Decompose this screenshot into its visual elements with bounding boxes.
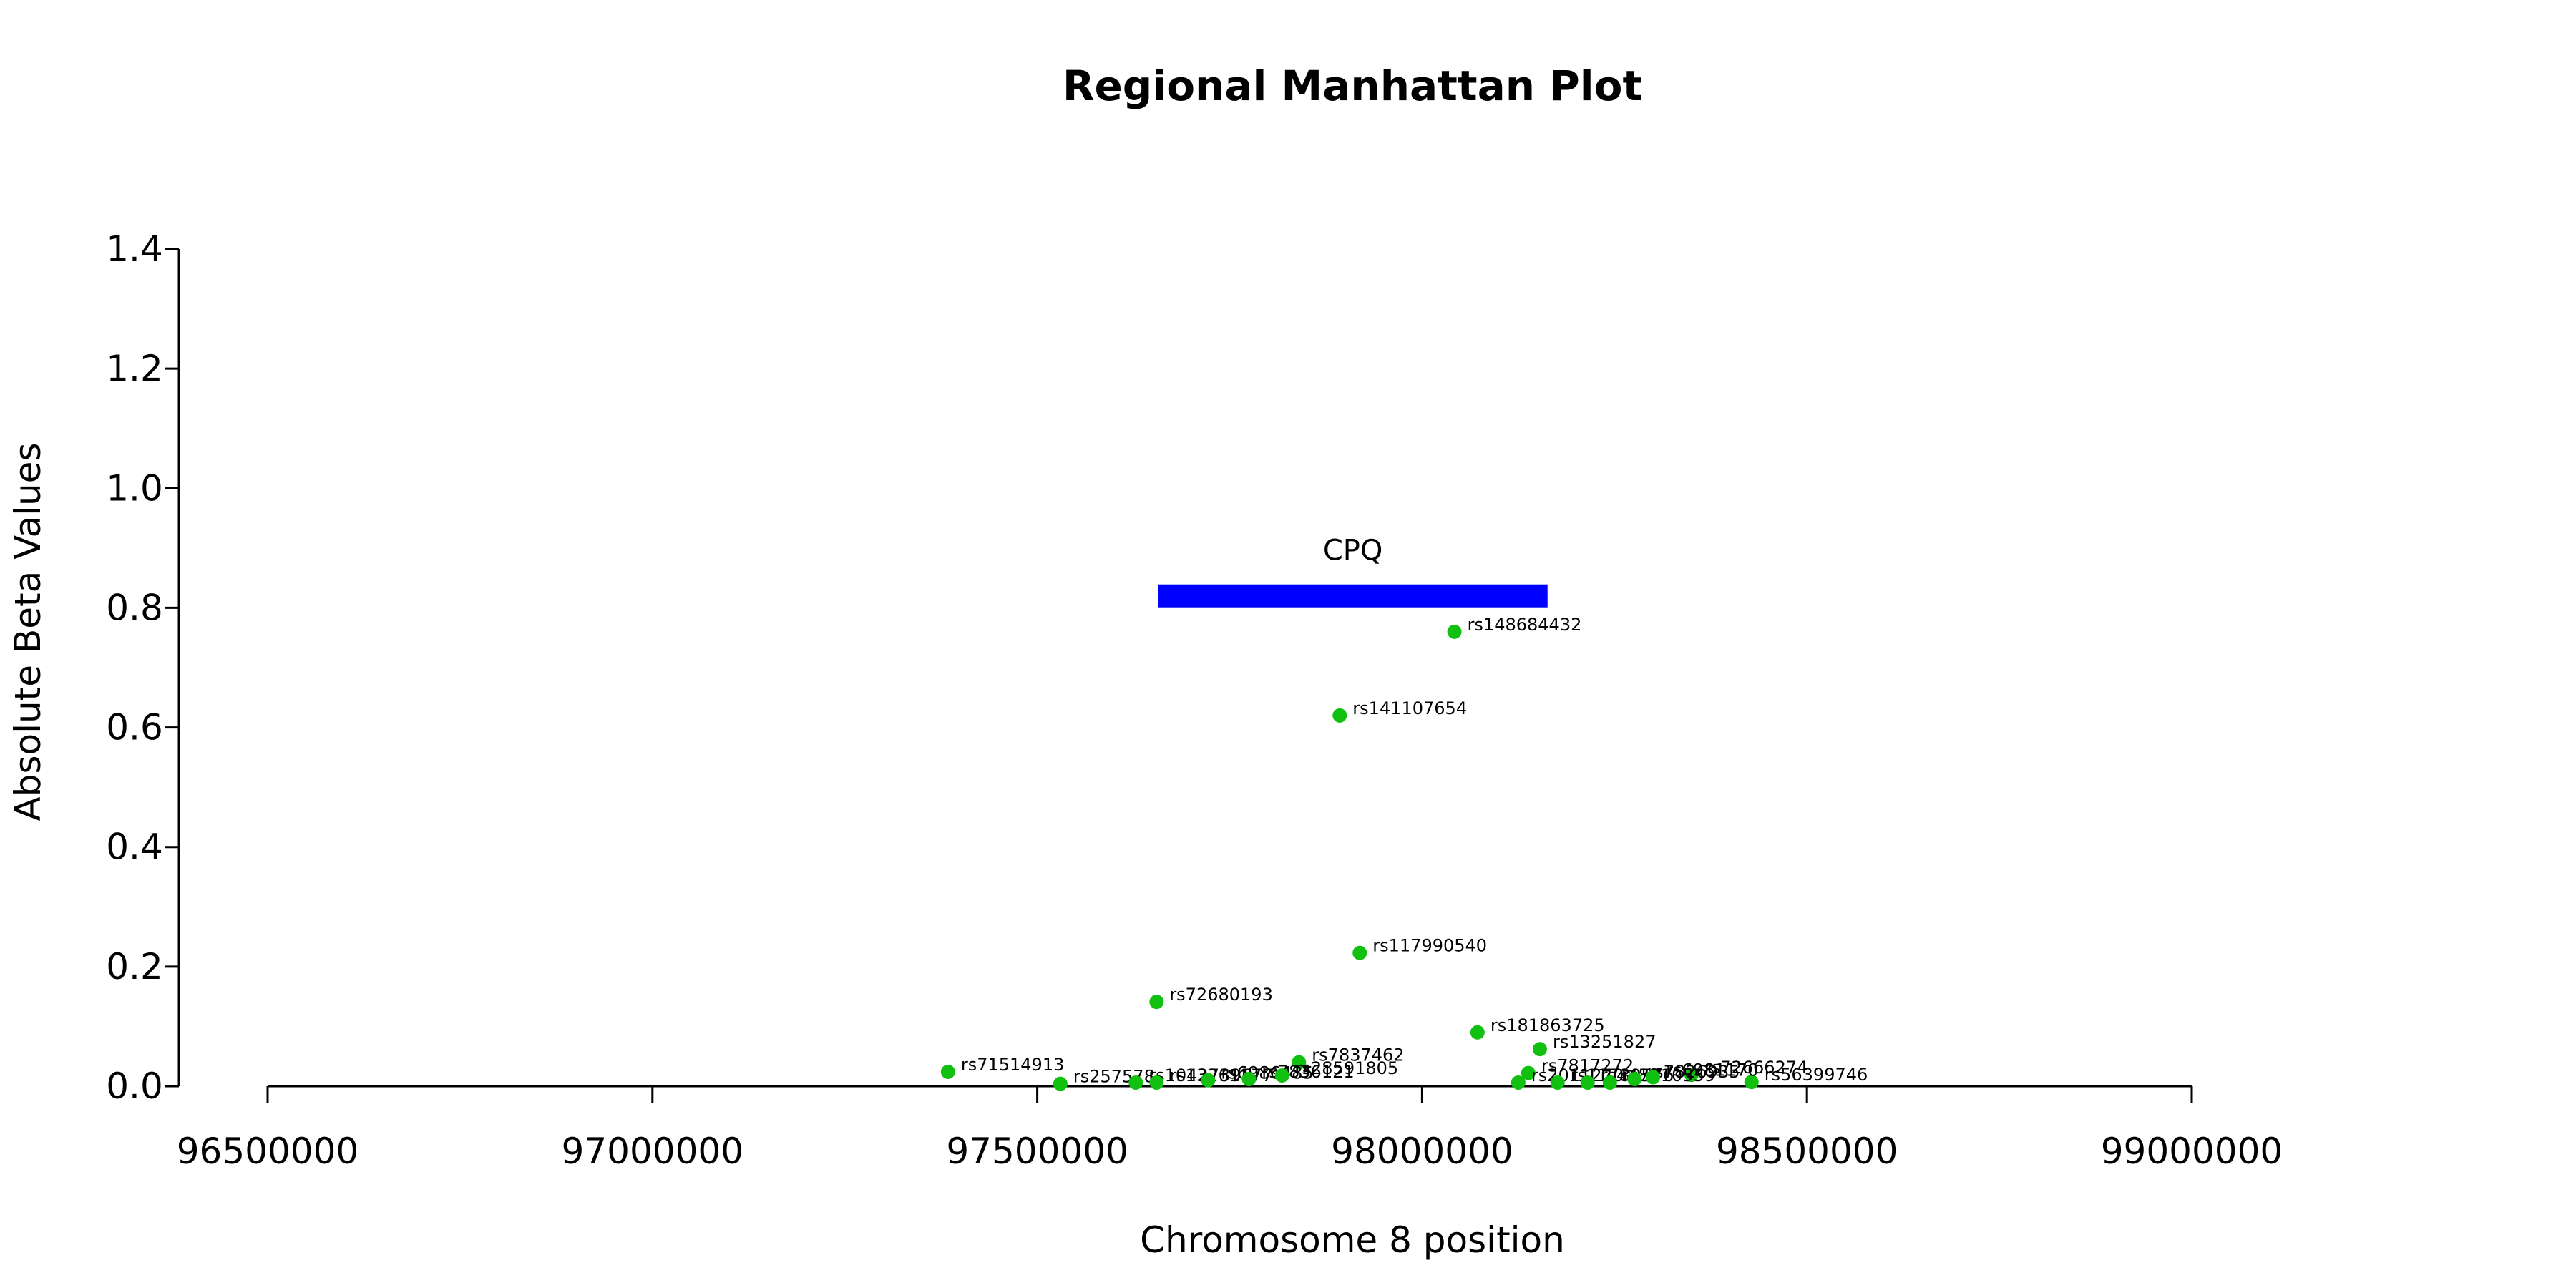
snp-point	[1744, 1075, 1759, 1090]
snp-point	[1646, 1070, 1661, 1085]
snp-label: rs72666274	[1704, 1058, 1808, 1078]
snp-label: rs56399746	[1765, 1065, 1868, 1085]
snp-label: rs181863725	[1491, 1015, 1605, 1035]
x-tick-label: 97000000	[562, 1131, 744, 1172]
snp-label: rs6986485	[1221, 1063, 1313, 1083]
snp-label: rs13251827	[1553, 1032, 1657, 1052]
snp-point	[1149, 1075, 1164, 1090]
snp-label: rs6981170	[1666, 1060, 1758, 1080]
snp-point	[1470, 1025, 1485, 1040]
snp-label: rs117990540	[1372, 936, 1487, 956]
snp-label: rs7837462	[1312, 1045, 1404, 1065]
x-tick-label: 98500000	[1716, 1131, 1898, 1172]
snp-point	[1241, 1071, 1257, 1086]
y-tick-label: 1.4	[106, 228, 163, 270]
snp-point	[1149, 995, 1164, 1010]
y-axis-label: Absolute Beta Values	[7, 443, 49, 821]
snp-point	[1532, 1042, 1547, 1057]
snp-point	[1292, 1055, 1307, 1070]
snp-point	[1332, 708, 1347, 723]
snp-label: rs28591805	[1295, 1058, 1399, 1078]
snp-point	[1053, 1076, 1068, 1091]
y-axis: 0.0 0.2 0.4 0.6 0.8 1.0 1.2 1.4	[106, 228, 180, 1107]
gene-track: CPQ	[1158, 535, 1548, 608]
snp-point	[1128, 1075, 1143, 1090]
x-tick-label: 98000000	[1331, 1131, 1513, 1172]
snp-label: rs141107654	[1352, 698, 1467, 718]
snp-point	[1201, 1073, 1216, 1088]
gene-bar	[1158, 584, 1548, 608]
y-tick-label: 0.4	[106, 826, 163, 868]
snp-point	[1447, 624, 1462, 639]
x-axis-label: Chromosome 8 position	[1140, 1219, 1565, 1261]
y-tick-label: 1.0	[106, 467, 163, 509]
x-tick-label: 97500000	[946, 1131, 1128, 1172]
y-tick-label: 0.8	[106, 587, 163, 628]
x-tick-label: 99000000	[2101, 1131, 2283, 1172]
snp-point	[1602, 1075, 1617, 1090]
snp-point	[1684, 1068, 1699, 1083]
y-tick-label: 1.2	[106, 348, 163, 389]
y-tick-label: 0.0	[106, 1065, 163, 1107]
snp-point	[1550, 1075, 1565, 1090]
y-tick-label: 0.2	[106, 946, 163, 987]
snp-label: rs13261177	[1169, 1065, 1273, 1085]
gene-label: CPQ	[1323, 535, 1383, 567]
snp-point	[1580, 1075, 1595, 1090]
chart-title: Regional Manhattan Plot	[1063, 62, 1642, 110]
x-axis: 96500000 97000000 97500000 98000000 98500000…	[177, 1085, 2283, 1172]
snp-point	[1521, 1065, 1536, 1080]
snp-point	[940, 1064, 955, 1079]
snp-point	[1274, 1068, 1289, 1083]
snp-point	[1352, 945, 1367, 960]
snp-label: rs72680193	[1169, 985, 1273, 1005]
snp-point	[1511, 1075, 1526, 1090]
snp-label: rs148684432	[1468, 615, 1582, 635]
snp-label: rs71514913	[961, 1055, 1065, 1075]
x-tick-label: 96500000	[177, 1131, 359, 1172]
snp-label: rs10427395	[1148, 1065, 1252, 1085]
y-tick-label: 0.6	[106, 707, 163, 748]
snp-label: rs7826935	[1647, 1062, 1740, 1082]
snp-label: rs7817272	[1541, 1056, 1634, 1076]
snp-point	[1627, 1071, 1642, 1086]
snp-points: rs148684432 rs141107654 rs117990540 rs72680…	[940, 615, 1868, 1091]
